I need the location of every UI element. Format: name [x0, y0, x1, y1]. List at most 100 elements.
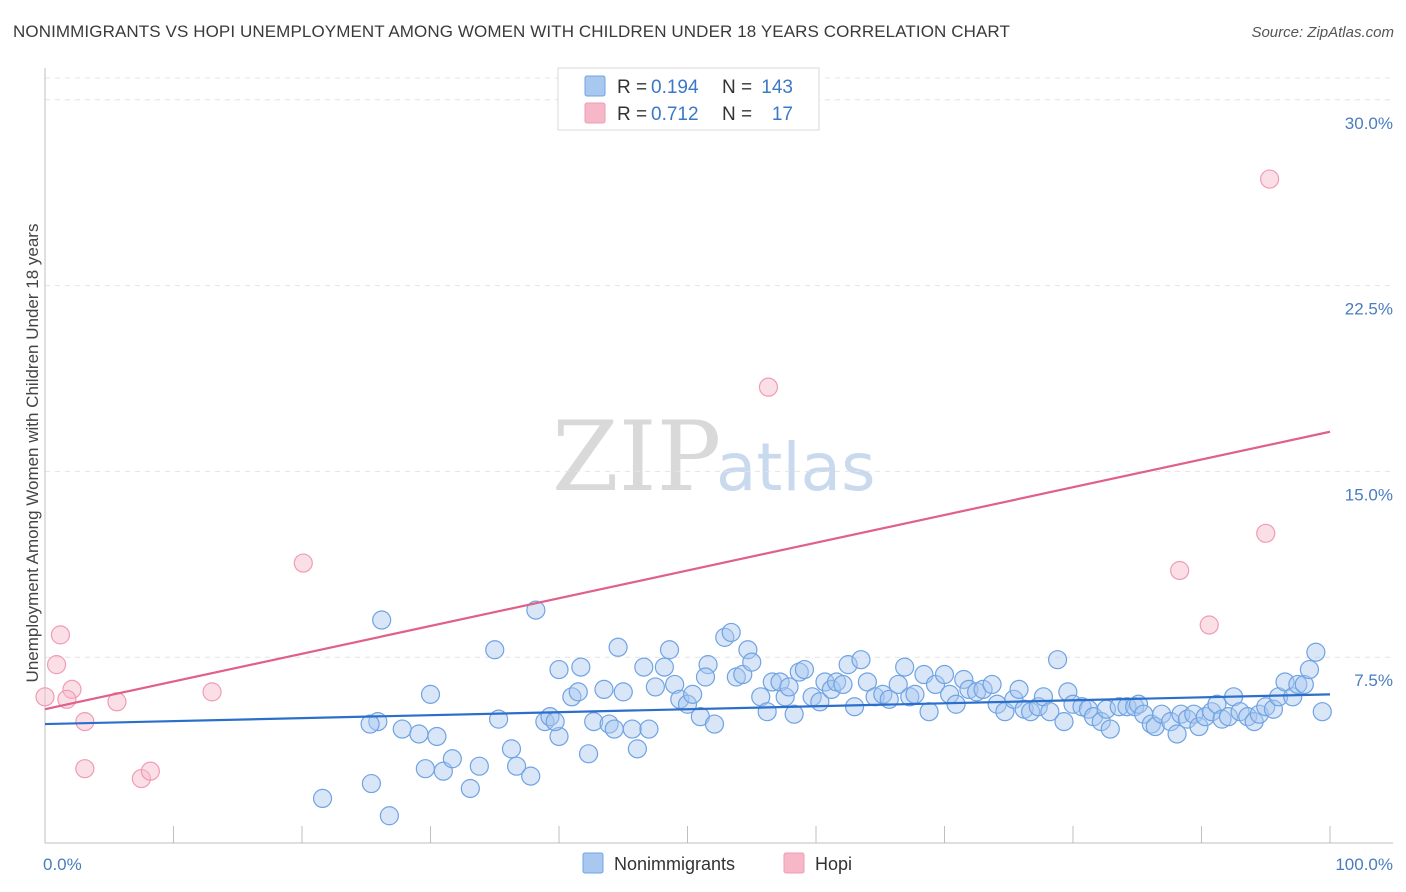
nonimmigrants-point	[1263, 699, 1284, 719]
top-legend: R = 0.194 N = 143 R = 0.712 N = 17	[557, 67, 820, 131]
nonimmigrants-point	[372, 610, 392, 630]
nonimmigrants-point	[1100, 719, 1120, 739]
nonimmigrants-point	[982, 674, 1002, 695]
nonimmigrants-point	[779, 677, 799, 697]
hopi-point	[758, 377, 779, 397]
nonimmigrants-point	[919, 702, 939, 722]
nonimmigrants-point	[594, 679, 614, 700]
nonimmigrants-point	[1161, 712, 1181, 732]
nonimmigrants-point	[742, 652, 762, 672]
nonimmigrants-point	[312, 788, 333, 809]
nonimmigrants-point	[704, 714, 725, 734]
legend-r-value-nonimmigrants: 0.194	[651, 77, 699, 98]
series-nonimmigrants	[312, 600, 1332, 826]
y-axis-title: Unemployment Among Women with Children U…	[23, 224, 42, 683]
source-credit: Source: ZipAtlas.com	[1251, 24, 1394, 41]
nonimmigrants-point	[1256, 697, 1276, 717]
nonimmigrants-point	[392, 719, 412, 739]
nonimmigrants-point	[934, 664, 955, 685]
nonimmigrants-point	[715, 627, 735, 647]
legend-r-label-nonimmigrants: R =	[617, 77, 647, 98]
hopi-point	[35, 687, 55, 707]
nonimmigrants-point	[409, 724, 429, 744]
nonimmigrants-point	[506, 756, 527, 776]
bottom-legend-label-nonimmigrants: Nonimmigrants	[614, 854, 735, 874]
y-tick-labels: 7.5% 15.0% 22.5% 30.0%	[1345, 114, 1393, 690]
hopi-point	[293, 553, 313, 573]
nonimmigrants-point	[784, 704, 804, 724]
nonimmigrants-point	[1109, 697, 1129, 717]
x-ticks	[44, 826, 1331, 843]
nonimmigrants-point	[973, 679, 993, 700]
hopi-point	[46, 655, 67, 675]
nonimmigrants-point	[833, 674, 853, 695]
nonimmigrants-point	[521, 766, 541, 786]
hopi-point	[62, 679, 82, 700]
nonimmigrants-point	[1238, 707, 1258, 727]
nonimmigrants-point	[604, 719, 624, 739]
nonimmigrants-point	[1009, 679, 1029, 700]
hopi-point	[50, 625, 71, 645]
nonimmigrants-point	[1207, 694, 1227, 714]
trendline-nonimmigrants	[44, 693, 1331, 726]
y-tick-label: 22.5%	[1345, 300, 1393, 319]
bottom-legend-swatch-nonimmigrants	[582, 852, 604, 874]
gridlines	[45, 77, 1393, 658]
nonimmigrants-point	[954, 669, 974, 690]
nonimmigrants-point	[959, 679, 979, 700]
nonimmigrants-point	[622, 719, 642, 739]
nonimmigrants-point	[415, 759, 435, 779]
nonimmigrants-point	[1054, 712, 1074, 732]
axes	[44, 68, 1393, 844]
nonimmigrants-point	[1294, 674, 1314, 695]
nonimmigrants-point	[659, 640, 680, 660]
nonimmigrants-point	[794, 659, 815, 680]
hopi-point	[1170, 560, 1190, 581]
nonimmigrants-point	[571, 657, 591, 677]
hopi-point	[1256, 523, 1276, 543]
nonimmigrants-point	[1040, 702, 1060, 722]
nonimmigrants-point	[698, 655, 718, 675]
legend-n-value-hopi: 17	[772, 104, 793, 125]
legend-swatch-hopi	[584, 102, 606, 124]
nonimmigrants-point	[545, 712, 565, 732]
hopi-point	[202, 682, 222, 702]
nonimmigrants-point	[683, 684, 703, 704]
series-hopi	[35, 169, 1280, 789]
nonimmigrants-point	[578, 744, 599, 764]
nonimmigrants-point	[695, 667, 716, 687]
nonimmigrants-point	[1167, 724, 1187, 744]
nonimmigrants-point	[838, 655, 858, 675]
nonimmigrants-point	[775, 687, 795, 707]
legend-n-value-nonimmigrants: 143	[761, 77, 793, 98]
y-tick-label: 15.0%	[1345, 485, 1393, 504]
nonimmigrants-point	[379, 806, 399, 826]
trendline-hopi	[44, 430, 1331, 711]
nonimmigrants-point	[844, 697, 865, 717]
nonimmigrants-point	[501, 739, 522, 759]
nonimmigrants-point	[549, 659, 569, 680]
nonimmigrants-point	[639, 719, 659, 739]
nonimmigrants-point	[770, 672, 790, 692]
nonimmigrants-point	[905, 684, 925, 704]
nonimmigrants-point	[1189, 716, 1209, 737]
hopi-point	[75, 759, 95, 779]
nonimmigrants-point	[645, 677, 665, 697]
nonimmigrants-point	[460, 778, 480, 799]
nonimmigrants-point	[665, 674, 685, 695]
legend-n-label-hopi: N =	[722, 104, 752, 125]
nonimmigrants-point	[562, 687, 582, 707]
bottom-legend: Nonimmigrants Hopi	[582, 852, 852, 874]
nonimmigrants-point	[1288, 674, 1308, 695]
nonimmigrants-point	[361, 773, 381, 794]
nonimmigrants-point	[1306, 642, 1326, 662]
nonimmigrants-point	[654, 657, 674, 677]
nonimmigrants-point	[420, 684, 441, 704]
nonimmigrants-point	[789, 662, 809, 682]
nonimmigrants-point	[1145, 716, 1165, 737]
nonimmigrants-point	[873, 684, 893, 704]
nonimmigrants-point	[1283, 687, 1303, 707]
nonimmigrants-point	[1299, 659, 1320, 680]
x-tick-labels: 0.0% 100.0%	[43, 855, 1393, 874]
